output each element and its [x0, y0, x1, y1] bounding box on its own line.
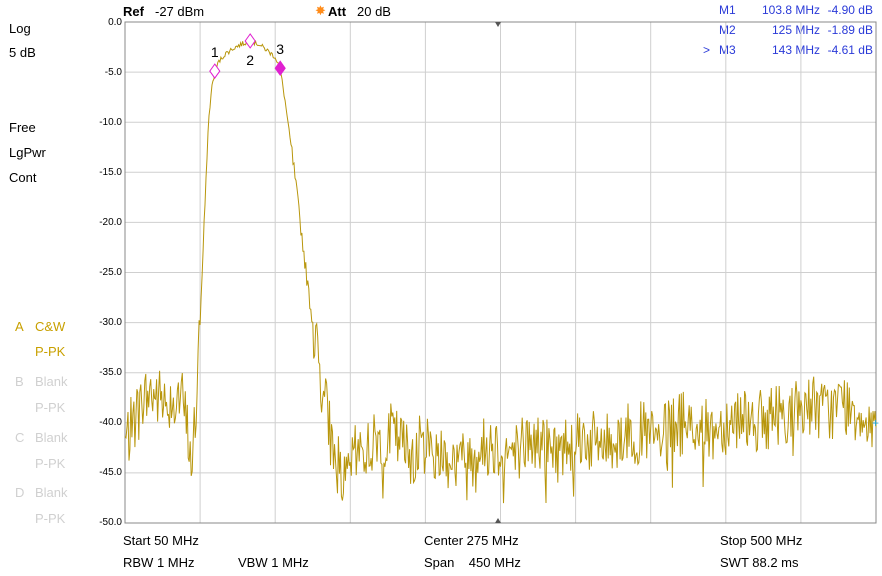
- center-freq[interactable]: Center 275 MHz: [424, 533, 519, 548]
- scale-div: 5 dB: [9, 45, 36, 60]
- y-tick-label: -15.0: [99, 167, 122, 178]
- y-tick-label: -50.0: [99, 517, 122, 528]
- marker-name: M1: [719, 3, 736, 17]
- marker-freq: 125 MHz: [771, 23, 820, 37]
- start-freq[interactable]: Start 50 MHz: [123, 533, 199, 548]
- marker-level: -4.90 dB: [827, 3, 873, 17]
- marker-3-diamond: [274, 60, 286, 77]
- ref-label: Ref: [123, 4, 144, 19]
- trace-d-mode[interactable]: Blank: [35, 485, 68, 500]
- y-tick-label: -40.0: [99, 417, 122, 428]
- trace-b-mode[interactable]: Blank: [35, 374, 68, 389]
- trace-a-mode[interactable]: C&W: [35, 319, 66, 334]
- att-label: Att: [328, 4, 347, 19]
- center-freq-marker-bottom-icon: [495, 518, 501, 523]
- sweep-time[interactable]: SWT 88.2 ms: [720, 555, 799, 570]
- att-indicator-icon: ✸: [315, 3, 326, 18]
- marker-row[interactable]: M1 103.8 MHz -4.90 dB: [700, 3, 875, 19]
- marker-3-label: 3: [276, 41, 284, 57]
- center-freq-marker-top-icon: [495, 22, 501, 27]
- ref-value: -27 dBm: [155, 4, 205, 19]
- stop-freq[interactable]: Stop 500 MHz: [720, 533, 803, 548]
- span[interactable]: Span 450 MHz: [424, 555, 521, 570]
- trace-b-letter[interactable]: B: [15, 374, 24, 389]
- trace-c-letter[interactable]: C: [15, 430, 25, 445]
- marker-1-diamond: [209, 63, 221, 79]
- marker-row[interactable]: M2 125 MHz -1.89 dB: [700, 23, 875, 39]
- trace-c-mode[interactable]: Blank: [35, 430, 68, 445]
- y-tick-label: -35.0: [99, 367, 122, 378]
- marker-2-label: 2: [246, 52, 254, 68]
- vbw[interactable]: VBW 1 MHz: [238, 555, 309, 570]
- trace-b-detector: P-PK: [35, 400, 66, 415]
- y-tick-label: -45.0: [99, 467, 122, 478]
- trace-a-detector: P-PK: [35, 344, 66, 359]
- y-tick-label: -20.0: [99, 217, 122, 228]
- sweep-mode: Cont: [9, 170, 37, 185]
- y-tick-label: -30.0: [99, 317, 122, 328]
- marker-2-diamond: [244, 33, 256, 49]
- trace-d-letter[interactable]: D: [15, 485, 25, 500]
- plot-grid: [125, 22, 876, 523]
- rbw[interactable]: RBW 1 MHz: [123, 555, 195, 570]
- y-tick-label: -25.0: [99, 267, 122, 278]
- marker-level: -1.89 dB: [827, 23, 873, 37]
- marker-name: M3: [719, 43, 736, 57]
- detector-mode: LgPwr: [9, 145, 46, 160]
- marker-name: M2: [719, 23, 736, 37]
- marker-1-label: 1: [211, 44, 219, 60]
- scale-type: Log: [9, 21, 31, 36]
- marker-level: -4.61 dB: [827, 43, 873, 57]
- marker-freq: 143 MHz: [771, 43, 820, 57]
- y-tick-label: 0.0: [108, 17, 122, 28]
- marker-freq: 103.8 MHz: [761, 3, 820, 17]
- trace-a-letter[interactable]: A: [15, 319, 24, 334]
- trace-d-detector: P-PK: [35, 511, 66, 526]
- ref-level-cursor-icon: +: [872, 416, 879, 430]
- trace-c-detector: P-PK: [35, 456, 66, 471]
- y-tick-label: -5.0: [104, 67, 122, 78]
- y-tick-label: -10.0: [99, 117, 122, 128]
- marker-glyphs: 1 2 3: [209, 33, 286, 79]
- att-value: 20 dB: [357, 4, 391, 19]
- marker-prefix: >: [703, 43, 711, 57]
- trigger-mode: Free: [9, 120, 36, 135]
- marker-row[interactable]: > M3 143 MHz -4.61 dB: [700, 43, 875, 59]
